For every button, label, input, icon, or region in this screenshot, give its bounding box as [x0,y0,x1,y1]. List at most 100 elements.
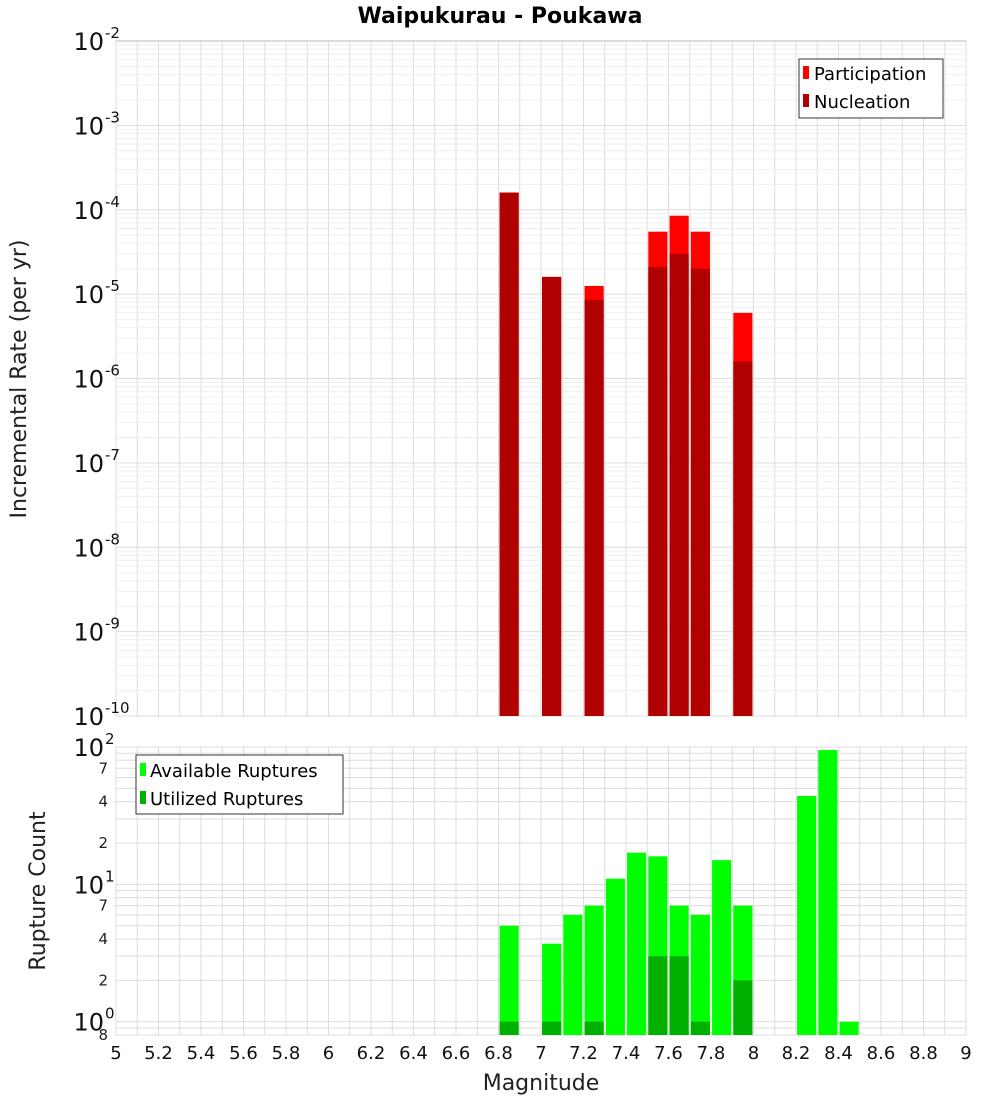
rate-y-tick-label-exp: -4 [105,193,120,211]
x-tick-label: 8.4 [824,1043,853,1064]
rate-bar-b [690,268,710,716]
count-y-tick-label: 8 [98,1026,108,1044]
x-tick-label: 6 [323,1043,334,1064]
rate-bar-b [542,276,562,716]
rate-y-tick-label-base: 10 [73,28,104,56]
x-tick-label: 9 [960,1043,971,1064]
x-tick-label: 7 [535,1043,546,1064]
count-y-tick-label: 4 [98,930,108,948]
rate-y-tick-label-base: 10 [73,703,104,731]
count-y-tick-label-exp: 2 [105,730,115,748]
x-tick-label: 5.4 [187,1043,216,1064]
chart-title: Waipukurau - Poukawa [358,4,643,29]
count-x-ticks: 5 5.2 5.4 5.6 5.8 6 6.2 6.4 6.6 6.8 7 7.2 7.4 7.6 7.8 8… [110,1043,971,1064]
count-bars [499,750,859,1035]
rate-y-tick-label-exp: -5 [105,277,120,295]
count-bar-a [818,750,838,1035]
count-y-tick-label: 7 [98,759,108,777]
rate-bar-b [669,253,689,716]
rate-y-tick-label-exp: -2 [105,24,120,42]
count-bar-b [584,1021,604,1035]
legend-swatch-participation [803,66,809,79]
rate-bar-b [648,266,668,716]
x-tick-label: 7.4 [612,1043,641,1064]
count-bar-a [690,914,710,1035]
x-tick-label: 7.2 [569,1043,598,1064]
rate-bar-b [584,300,604,716]
count-y-tick-label: 2 [98,834,108,852]
count-bar-b [648,956,668,1035]
rate-grid [115,41,967,717]
x-tick-label: 5.2 [144,1043,173,1064]
count-bar-a [797,795,817,1035]
count-bar-a [499,925,519,1035]
rate-y-tick-label-exp: -9 [105,615,120,633]
rate-y-tick-label-base: 10 [73,281,104,309]
rate-y-tick-label-exp: -10 [105,699,130,717]
x-tick-label: 6.4 [399,1043,428,1064]
legend-swatch-nucleation [803,94,809,107]
count-bar-a [839,1021,859,1035]
x-tick-label: 8.8 [909,1043,938,1064]
count-y-tick-label: 7 [98,897,108,915]
rate-y-axis-title: Incremental Rate (per yr) [7,240,32,519]
rate-y-tick-label-exp: -6 [105,362,120,380]
rate-y-tick-label-exp: -8 [105,530,120,548]
count-legend-box [135,754,344,815]
rate-bar-b [733,361,753,716]
count-y-tick-label-base: 10 [73,1009,104,1037]
count-bar-a [712,860,732,1035]
x-tick-label: 8.6 [867,1043,896,1064]
count-y-tick-label-base: 10 [73,871,104,899]
rate-bar-b [499,192,519,716]
x-tick-label: 6.6 [442,1043,471,1064]
rate-y-tick-label-base: 10 [73,366,104,394]
count-bar-a [605,878,625,1035]
x-tick-label: 6.2 [357,1043,386,1064]
rate-legend-box [798,58,944,119]
count-bar-b [690,1021,710,1035]
count-bar-a [584,905,604,1035]
x-axis-title: Magnitude [483,1071,600,1096]
rate-y-tick-label-exp: -7 [105,446,120,464]
count-y-tick-label-exp: 0 [105,1005,115,1023]
count-y-tick-label: 4 [98,793,108,811]
rate-y-tick-label-exp: -3 [105,108,120,126]
rate-bars [499,192,753,716]
count-legend: Available Ruptures Utilized Ruptures [135,754,344,815]
rate-y-tick-label-base: 10 [73,450,104,478]
rate-legend: Participation Nucleation [798,58,944,119]
rate-y-tick-label-base: 10 [73,112,104,140]
rate-y-tick-label-base: 10 [73,197,104,225]
count-y-tick-label-exp: 1 [105,867,115,885]
x-tick-label: 8.2 [782,1043,811,1064]
x-tick-label: 5.8 [272,1043,301,1064]
x-tick-label: 8 [748,1043,759,1064]
count-bar-b [542,1021,562,1035]
legend-label-utilized: Utilized Ruptures [150,789,303,810]
x-tick-label: 6.8 [484,1043,513,1064]
rate-y-tick-label-base: 10 [73,534,104,562]
legend-label-available: Available Ruptures [150,761,318,782]
count-bar-b [733,980,753,1035]
x-tick-label: 5.6 [229,1043,258,1064]
count-y-tick-label-base: 10 [73,734,104,762]
count-bar-b [499,1021,519,1035]
x-tick-label: 7.6 [654,1043,683,1064]
legend-swatch-utilized [140,791,146,804]
legend-swatch-available [140,763,146,776]
count-bar-a [563,914,583,1035]
count-bar-a [542,943,562,1035]
x-tick-label: 7.8 [697,1043,726,1064]
count-y-tick-label: 2 [98,971,108,989]
count-bar-b [669,956,689,1035]
count-bar-a [627,852,647,1035]
legend-label-nucleation: Nucleation [814,92,910,113]
legend-label-participation: Participation [814,64,926,85]
count-y-axis-title: Rupture Count [26,811,51,971]
